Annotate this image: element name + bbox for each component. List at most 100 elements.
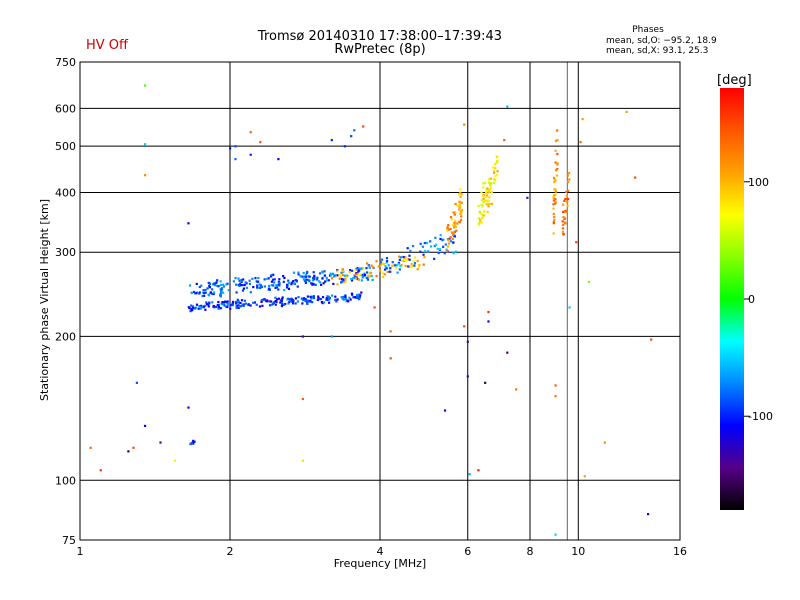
data-point <box>309 295 312 298</box>
data-point <box>561 220 564 223</box>
data-point <box>446 229 449 232</box>
data-point <box>215 281 218 284</box>
data-point <box>446 225 449 229</box>
data-point <box>452 211 455 214</box>
data-point <box>486 211 489 214</box>
data-point <box>554 202 557 205</box>
data-point <box>481 216 484 220</box>
data-point <box>492 181 495 185</box>
data-point <box>466 340 469 343</box>
data-point <box>380 263 383 266</box>
data-point <box>345 299 348 303</box>
data-point <box>306 270 309 274</box>
data-point <box>307 275 310 278</box>
data-point <box>297 273 300 276</box>
data-point <box>325 276 328 279</box>
data-point <box>554 533 557 536</box>
data-point <box>143 424 147 428</box>
data-point <box>208 282 212 285</box>
data-point <box>213 284 217 287</box>
x-tick-label: 2 <box>227 545 234 558</box>
data-point <box>381 275 385 279</box>
data-point <box>352 296 355 299</box>
data-point <box>194 292 197 295</box>
data-point <box>442 245 445 248</box>
data-point <box>325 279 329 282</box>
data-point <box>515 388 518 391</box>
data-point <box>217 307 220 310</box>
data-point <box>282 274 285 278</box>
data-point <box>344 294 347 297</box>
data-point <box>274 303 277 306</box>
data-point <box>447 239 450 242</box>
data-point <box>434 243 438 246</box>
data-point <box>229 147 232 150</box>
data-point <box>340 296 343 299</box>
data-point <box>625 110 628 114</box>
data-point <box>200 305 203 309</box>
data-point <box>410 264 413 268</box>
data-point <box>477 217 481 220</box>
data-point <box>226 305 229 309</box>
data-point <box>479 221 482 224</box>
data-point <box>219 306 222 310</box>
data-point <box>292 271 296 274</box>
data-point <box>336 270 339 273</box>
x-tick-label: 8 <box>527 545 534 558</box>
data-point <box>272 273 275 276</box>
data-point <box>311 301 314 304</box>
data-point <box>212 291 216 294</box>
data-point <box>231 304 234 307</box>
data-point <box>344 280 347 283</box>
data-point <box>277 288 280 291</box>
data-point <box>446 249 449 253</box>
data-point <box>484 381 487 384</box>
data-point <box>271 302 275 306</box>
data-point <box>294 297 298 300</box>
y-tick-label: 200 <box>55 330 76 343</box>
data-point <box>552 203 555 206</box>
data-point <box>234 145 237 148</box>
data-point <box>281 298 284 301</box>
data-point <box>273 278 276 281</box>
data-point <box>275 284 278 287</box>
data-point <box>278 281 281 285</box>
data-point <box>366 262 369 265</box>
data-point <box>565 195 568 198</box>
data-point <box>234 276 237 280</box>
data-point <box>487 191 490 194</box>
data-point <box>190 304 193 307</box>
data-point <box>400 264 403 267</box>
data-point <box>290 281 293 284</box>
data-point <box>362 268 365 271</box>
data-point <box>330 274 333 277</box>
data-point <box>487 205 490 208</box>
data-point <box>413 262 417 265</box>
data-point <box>568 306 571 309</box>
data-point <box>554 139 558 143</box>
data-point <box>242 287 245 290</box>
data-point <box>552 232 555 235</box>
data-point <box>327 297 330 300</box>
data-point <box>489 186 493 189</box>
data-point <box>357 270 360 273</box>
data-point <box>411 244 415 248</box>
data-point <box>358 269 361 272</box>
data-point <box>325 296 328 300</box>
data-point <box>367 274 370 277</box>
data-point <box>603 441 606 444</box>
data-point <box>357 293 360 297</box>
data-point <box>195 282 198 286</box>
data-point <box>408 254 411 257</box>
data-point <box>266 299 269 302</box>
data-point <box>490 202 494 205</box>
data-point <box>256 286 259 289</box>
data-point <box>554 149 557 152</box>
data-point <box>554 169 558 172</box>
data-point <box>202 294 206 297</box>
data-point <box>506 105 509 108</box>
y-tick-label: 750 <box>55 56 76 69</box>
data-point <box>483 199 486 202</box>
data-point <box>363 273 367 277</box>
data-point <box>424 249 427 253</box>
